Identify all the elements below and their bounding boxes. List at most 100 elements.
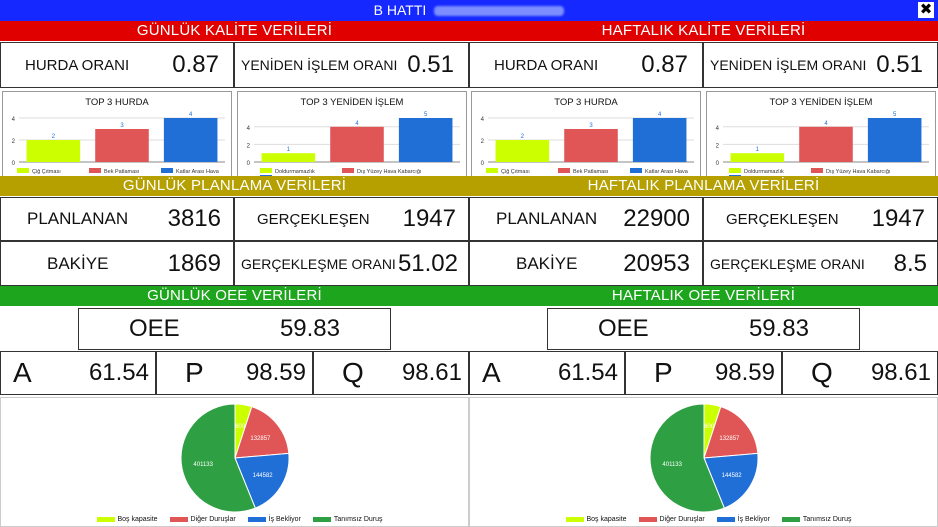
- legend-label: Tanımsız Duruş: [333, 516, 383, 523]
- legend-label: Dış Yüzey Hava Kabarcığı: [357, 169, 421, 175]
- chart-title: TOP 3 YENİDEN İŞLEM: [300, 97, 404, 108]
- bar: [330, 126, 384, 162]
- bar: [867, 118, 922, 162]
- quality-value: 98.61: [401, 359, 462, 386]
- bar-data-label: 3: [589, 123, 593, 129]
- legend-swatch: [781, 516, 800, 522]
- pie-data-label: 132857: [250, 436, 271, 442]
- legend-swatch: [260, 168, 272, 173]
- legend-label: İş Bekliyor: [268, 516, 301, 523]
- pie-slice: [234, 452, 290, 509]
- weekly-oee-value: 59.83: [748, 315, 809, 342]
- daily-planned-value: 3816: [167, 205, 221, 232]
- pie-slice: [703, 406, 759, 459]
- y-tick-label: 0: [481, 161, 485, 167]
- weekly-realized-label: GERÇEKLEŞEN: [726, 210, 839, 228]
- daily-scrap-value: 0.87: [172, 51, 219, 78]
- weekly-downtime-pie-chart: 36000 132857 144582 401133 Boş kapasite Diğ…: [469, 397, 938, 527]
- daily-rework-label: YENİDEN İŞLEM ORANI: [241, 57, 398, 73]
- bar: [495, 140, 550, 162]
- daily-planned-label: PLANLANAN: [27, 209, 129, 228]
- chart-title: TOP 3 HURDA: [554, 97, 618, 108]
- weekly-rework-value: 0.51: [876, 51, 923, 78]
- bar-chart-svg: 0 2 4 2 3 4 Çiğ Çıtması Bek Patlaması Katlar Ara…: [481, 112, 694, 175]
- bar: [163, 118, 218, 162]
- legend-swatch: [247, 516, 266, 522]
- bar: [730, 153, 785, 162]
- pie-slice: [234, 406, 290, 459]
- daily-quality-cell: Q 98.61: [313, 351, 469, 395]
- bar-data-label: 1: [287, 147, 291, 153]
- legend-swatch: [96, 516, 115, 522]
- y-tick-label: 2: [247, 143, 251, 149]
- daily-rework-rate-cell: YENİDEN İŞLEM ORANI 0.51: [234, 42, 469, 88]
- bar-chart-svg: 0 2 4 1 4 5 Doldurmamazlık Dış Yüzey Hava Kabar…: [247, 112, 460, 182]
- legend-swatch: [729, 168, 741, 173]
- chart-title: TOP 3 YENİDEN İŞLEM: [769, 97, 873, 108]
- daily-balance-label: BAKİYE: [47, 253, 109, 273]
- bar-data-label: 5: [893, 112, 897, 118]
- weekly-scrap-rate-cell: HURDA ORANI 0.87: [469, 42, 703, 88]
- pie-legend: Boş kapasite Diğer Duruşlar İş Bekliyor …: [1, 516, 468, 523]
- weekly-oee-label: OEE: [598, 315, 649, 342]
- weekly-planning-header: HAFTALIK PLANLAMA VERİLERİ: [469, 176, 938, 196]
- window-titlebar: B HATTI ✖: [0, 0, 938, 21]
- weekly-realization-value: 8.5: [893, 249, 927, 277]
- bar-data-label: 4: [189, 112, 193, 118]
- window-title: B HATTI: [373, 2, 427, 18]
- weekly-planned-cell: PLANLANAN 22900: [469, 197, 703, 241]
- daily-planning-header: GÜNLÜK PLANLAMA VERİLERİ: [0, 176, 469, 196]
- performance-letter: P: [654, 357, 673, 388]
- legend-swatch: [716, 516, 735, 522]
- availability-letter: A: [13, 357, 32, 388]
- legend-swatch: [312, 516, 331, 522]
- pie-data-label: 144582: [253, 473, 274, 479]
- bar-data-label: 2: [52, 134, 56, 140]
- daily-downtime-pie-chart: 36000 132857 144582 401133 Boş kapasite Diğ…: [0, 397, 469, 527]
- chart-title: TOP 3 HURDA: [85, 97, 149, 108]
- bar: [26, 140, 81, 162]
- weekly-top3-scrap-chart: TOP 3 HURDA 0 2 4 2 3 4 Çiğ Çıtması Bek Patlama…: [471, 91, 701, 177]
- pie-slice: [649, 403, 725, 513]
- daily-rework-value: 0.51: [407, 51, 454, 78]
- close-icon: ✖: [919, 1, 933, 18]
- legend-label: Katlar Arası Hava: [176, 169, 220, 175]
- daily-oee-header: GÜNLÜK OEE VERİLERİ: [0, 286, 469, 306]
- legend-label: Dış Yüzey Hava Kabarcığı: [826, 169, 890, 175]
- legend-label: Doldurmamazlık: [744, 169, 784, 175]
- y-tick-label: 4: [12, 117, 16, 123]
- weekly-rework-label: YENİDEN İŞLEM ORANI: [710, 57, 867, 73]
- daily-realization-label: GERÇEKLEŞME ORANI: [241, 255, 396, 272]
- weekly-scrap-label: HURDA ORANI: [494, 56, 599, 74]
- weekly-performance-cell: P 98.59: [625, 351, 782, 395]
- pie-data-label: 401133: [193, 462, 213, 468]
- availability-value: 61.54: [557, 359, 618, 386]
- y-tick-label: 2: [481, 139, 485, 145]
- legend-swatch: [565, 516, 584, 522]
- daily-realization-value: 51.02: [397, 249, 458, 277]
- performance-letter: P: [185, 357, 204, 388]
- close-button[interactable]: ✖: [918, 2, 934, 18]
- quality-letter: Q: [342, 357, 364, 388]
- legend-swatch: [811, 168, 823, 173]
- legend-swatch: [342, 168, 354, 173]
- weekly-realization-label: GERÇEKLEŞME ORANI: [710, 255, 865, 272]
- weekly-rework-rate-cell: YENİDEN İŞLEM ORANI 0.51: [703, 42, 938, 88]
- weekly-column: HAFTALIK KALİTE VERİLERİ HURDA ORANI 0.8…: [469, 21, 938, 527]
- bar-data-label: 1: [756, 147, 760, 153]
- bar-data-label: 4: [824, 121, 828, 127]
- y-tick-label: 2: [716, 143, 720, 149]
- daily-realized-cell: GERÇEKLEŞEN 1947: [234, 197, 469, 241]
- availability-value: 61.54: [88, 359, 149, 386]
- weekly-quality-cell: Q 98.61: [782, 351, 938, 395]
- weekly-realized-value: 1947: [871, 205, 925, 232]
- daily-top3-rework-chart: TOP 3 YENİDEN İŞLEM 0 2 4 1 4 5 Doldurmamazlık…: [237, 91, 467, 182]
- legend-label: Çiğ Çıtması: [32, 169, 61, 175]
- legend-label: Katlar Arası Hava: [645, 169, 689, 175]
- legend-label: Tanımsız Duruş: [802, 516, 852, 523]
- availability-letter: A: [482, 357, 501, 388]
- weekly-balance-cell: BAKİYE 20953: [469, 241, 703, 286]
- performance-value: 98.59: [245, 359, 306, 386]
- weekly-scrap-value: 0.87: [641, 51, 688, 78]
